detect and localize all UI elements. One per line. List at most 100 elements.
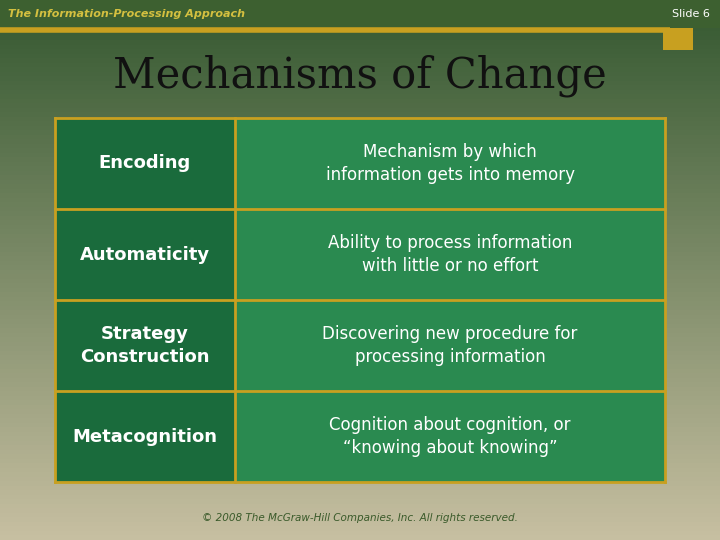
Bar [0, 76, 720, 81]
Bar [0, 490, 720, 495]
Bar [0, 269, 720, 274]
Bar [0, 80, 720, 85]
Bar [0, 265, 720, 270]
Bar [0, 225, 720, 230]
Bar [55, 300, 235, 391]
Bar [663, 28, 693, 50]
Bar [0, 395, 720, 401]
Bar [0, 485, 720, 490]
Bar [0, 40, 720, 45]
Bar [0, 441, 720, 446]
Bar [0, 188, 720, 193]
Bar [235, 209, 665, 300]
Bar [0, 414, 720, 418]
Text: Slide 6: Slide 6 [672, 9, 710, 19]
Bar [235, 391, 665, 482]
Bar [0, 495, 720, 500]
Text: Metacognition: Metacognition [73, 428, 217, 445]
Bar [0, 103, 720, 108]
Bar [0, 152, 720, 158]
Bar [0, 377, 720, 382]
Bar [0, 310, 720, 315]
Bar [0, 341, 720, 347]
Bar [0, 125, 720, 131]
Bar [0, 274, 720, 279]
Bar [0, 211, 720, 216]
Bar [0, 171, 720, 176]
Bar [0, 391, 720, 396]
Bar [0, 292, 720, 297]
Bar [0, 296, 720, 301]
Bar [0, 382, 720, 387]
Bar [0, 454, 720, 459]
Bar [0, 71, 720, 77]
Bar [0, 184, 720, 189]
Bar [0, 355, 720, 360]
Bar [55, 209, 235, 300]
Bar [0, 333, 720, 338]
Bar [0, 431, 720, 436]
Bar [0, 157, 720, 162]
Bar [0, 387, 720, 392]
Bar [0, 328, 720, 333]
Bar [0, 535, 720, 540]
Bar [0, 468, 720, 472]
Bar [0, 458, 720, 463]
Bar [0, 31, 720, 36]
Bar [0, 36, 720, 40]
Bar [0, 422, 720, 428]
Bar [0, 85, 720, 90]
Bar [0, 22, 720, 27]
Bar [0, 98, 720, 104]
Bar [0, 130, 720, 135]
Bar [0, 144, 720, 149]
Bar [0, 67, 720, 72]
Bar [0, 198, 720, 202]
Text: Strategy
Construction: Strategy Construction [80, 326, 210, 366]
Bar [0, 4, 720, 9]
Bar [0, 238, 720, 243]
Bar [0, 112, 720, 117]
Bar [0, 242, 720, 247]
Bar [0, 13, 720, 18]
Bar [0, 436, 720, 441]
Bar [0, 400, 720, 405]
Bar [0, 215, 720, 220]
Bar [0, 260, 720, 266]
Bar [235, 118, 665, 209]
Bar [0, 256, 720, 261]
Text: Mechanisms of Change: Mechanisms of Change [113, 55, 607, 97]
Bar [0, 247, 720, 252]
Bar [0, 134, 720, 139]
Text: © 2008 The McGraw-Hill Companies, Inc. All rights reserved.: © 2008 The McGraw-Hill Companies, Inc. A… [202, 513, 518, 523]
Text: Ability to process information
with little or no effort: Ability to process information with litt… [328, 234, 572, 275]
Bar [0, 306, 720, 310]
Bar [0, 503, 720, 509]
Bar [0, 499, 720, 504]
Bar [0, 522, 720, 526]
Bar [0, 463, 720, 468]
Bar [0, 229, 720, 234]
Bar [0, 314, 720, 320]
Bar [0, 148, 720, 153]
Text: Discovering new procedure for
processing information: Discovering new procedure for processing… [323, 326, 577, 366]
Bar [0, 252, 720, 256]
Bar [0, 279, 720, 284]
Bar [0, 161, 720, 166]
Bar [0, 193, 720, 198]
Text: Encoding: Encoding [99, 154, 191, 172]
Bar [0, 472, 720, 477]
Bar [0, 179, 720, 185]
Bar [0, 107, 720, 112]
Bar [0, 449, 720, 455]
Bar [0, 373, 720, 378]
Bar [0, 476, 720, 482]
Bar [0, 17, 720, 23]
Bar [0, 337, 720, 342]
Bar [0, 220, 720, 225]
Bar [55, 391, 235, 482]
Bar [0, 517, 720, 522]
Bar [0, 404, 720, 409]
Bar [0, 121, 720, 126]
Bar [0, 512, 720, 517]
